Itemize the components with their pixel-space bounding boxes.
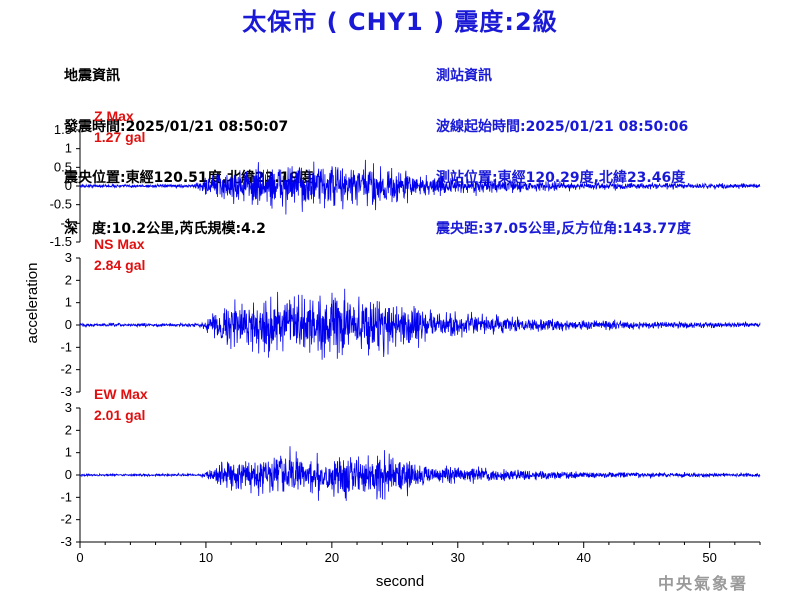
y-tick-label: 3 bbox=[65, 250, 72, 265]
y-axis-title: acceleration bbox=[24, 263, 41, 344]
chart-title: 太保市 ( CHY1 ) 震度:2級 bbox=[242, 8, 558, 36]
y-tick-label: 0 bbox=[65, 317, 72, 332]
y-tick-label: 1 bbox=[65, 141, 72, 156]
y-tick-label: 0.5 bbox=[54, 159, 72, 174]
max-label-name: NS Max bbox=[94, 236, 145, 252]
max-label-value: 2.01 gal bbox=[94, 407, 145, 423]
y-tick-label: 3 bbox=[65, 400, 72, 415]
y-tick-label: -1 bbox=[60, 215, 72, 230]
y-tick-label: -0.5 bbox=[50, 197, 72, 212]
station-info-header: 測站資訊 bbox=[436, 68, 492, 84]
y-tick-label: -2 bbox=[60, 512, 72, 527]
y-tick-label: 0 bbox=[65, 467, 72, 482]
max-label-value: 2.84 gal bbox=[94, 257, 145, 273]
event-info-header: 地震資訊 bbox=[64, 68, 120, 84]
y-tick-label: -3 bbox=[60, 384, 72, 399]
max-label-name: EW Max bbox=[94, 386, 148, 402]
event-info-block: 地震資訊 發震時間:2025/01/21 08:50:07 震央位置:東經120… bbox=[64, 34, 313, 255]
y-tick-label: -1 bbox=[60, 339, 72, 354]
max-label-name: Z Max bbox=[94, 108, 134, 124]
epicenter-location: 震央位置:東經120.51度,北緯23.19度 bbox=[64, 170, 314, 186]
depth-magnitude: 深 度:10.2公里,芮氏規模:4.2 bbox=[64, 221, 266, 237]
x-axis-title: second bbox=[376, 573, 424, 590]
y-tick-label: 0 bbox=[65, 178, 72, 193]
y-tick-label: 1 bbox=[65, 295, 72, 310]
y-tick-label: 1.5 bbox=[54, 122, 72, 137]
y-tick-label: -1 bbox=[60, 489, 72, 504]
agency-watermark: 中央氣象署 bbox=[657, 574, 748, 593]
x-tick-label: 30 bbox=[451, 550, 465, 565]
y-tick-label: -1.5 bbox=[50, 234, 72, 249]
y-tick-label: -3 bbox=[60, 534, 72, 549]
station-info-block: 測站資訊 波線起始時間:2025/01/21 08:50:06 測站位置:東經1… bbox=[436, 34, 691, 255]
x-tick-label: 20 bbox=[325, 550, 339, 565]
x-tick-label: 40 bbox=[576, 550, 590, 565]
x-tick-label: 50 bbox=[702, 550, 716, 565]
trace-z bbox=[79, 159, 761, 215]
station-location: 測站位置:東經120.29度,北緯23.46度 bbox=[436, 170, 686, 186]
origin-time: 發震時間:2025/01/21 08:50:07 bbox=[64, 119, 289, 135]
wave-start-time: 波線起始時間:2025/01/21 08:50:06 bbox=[436, 119, 689, 135]
epicentral-distance: 震央距:37.05公里,反方位角:143.77度 bbox=[436, 221, 691, 237]
y-tick-label: -2 bbox=[60, 362, 72, 377]
x-tick-label: 10 bbox=[199, 550, 213, 565]
trace-ns bbox=[79, 288, 761, 360]
x-tick-label: 0 bbox=[76, 550, 83, 565]
max-label-value: 1.27 gal bbox=[94, 129, 145, 145]
y-tick-label: 2 bbox=[65, 422, 72, 437]
y-tick-label: 2 bbox=[65, 272, 72, 287]
y-tick-label: 1 bbox=[65, 445, 72, 460]
trace-ew bbox=[79, 446, 761, 501]
